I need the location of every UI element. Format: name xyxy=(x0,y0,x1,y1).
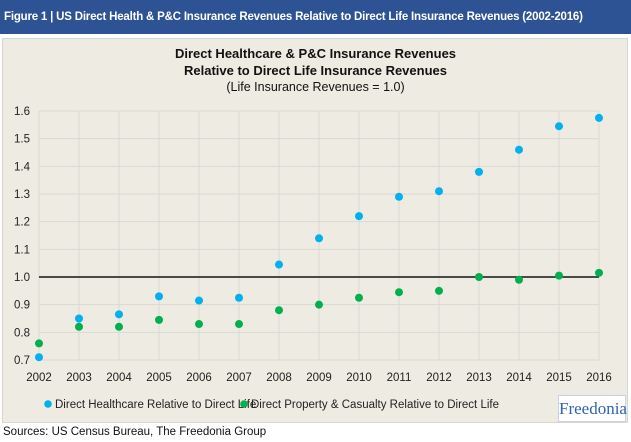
data-point-pc xyxy=(235,320,243,329)
legend-marker xyxy=(240,400,248,408)
data-point-pc xyxy=(115,322,123,331)
x-tick-label: 2016 xyxy=(586,372,612,384)
x-tick-label: 2007 xyxy=(226,372,252,384)
y-tick-label: 1.3 xyxy=(14,189,30,201)
data-point-healthcare xyxy=(115,310,123,319)
data-point-pc xyxy=(315,300,323,309)
data-point-healthcare xyxy=(35,353,43,362)
data-point-healthcare xyxy=(595,113,603,122)
data-point-pc xyxy=(75,322,83,331)
y-tick-label: 1.0 xyxy=(14,272,30,284)
legend-label: Direct Healthcare Relative to Direct Lif… xyxy=(55,399,256,411)
legend-label: Direct Property & Casualty Relative to D… xyxy=(251,399,499,411)
data-point-healthcare xyxy=(195,296,203,305)
data-point-pc xyxy=(275,306,283,315)
data-point-healthcare xyxy=(275,260,283,269)
data-point-pc xyxy=(35,339,43,348)
data-point-pc xyxy=(555,271,563,280)
x-tick-label: 2012 xyxy=(426,372,452,384)
y-tick-label: 0.8 xyxy=(14,327,30,339)
data-point-healthcare xyxy=(555,122,563,131)
y-tick-label: 1.5 xyxy=(14,134,30,146)
sources-note: Sources: US Census Bureau, The Freedonia… xyxy=(3,426,267,438)
data-point-pc xyxy=(515,275,523,284)
y-tick-label: 0.7 xyxy=(14,355,30,367)
data-point-pc xyxy=(595,268,603,277)
y-tick-label: 0.9 xyxy=(14,300,30,312)
data-point-healthcare xyxy=(355,212,363,221)
data-point-pc xyxy=(195,320,203,329)
data-point-healthcare xyxy=(155,292,163,301)
data-point-pc xyxy=(435,286,443,295)
y-tick-label: 1.1 xyxy=(14,244,30,256)
x-tick-label: 2014 xyxy=(506,372,532,384)
freedonia-logo: Freedonia xyxy=(558,395,627,422)
data-point-healthcare xyxy=(395,192,403,201)
x-tick-label: 2009 xyxy=(306,372,332,384)
data-point-healthcare xyxy=(75,314,83,323)
x-tick-label: 2010 xyxy=(346,372,372,384)
x-tick-label: 2013 xyxy=(466,372,492,384)
y-tick-label: 1.4 xyxy=(14,161,31,173)
data-point-healthcare xyxy=(435,187,443,196)
chart-title: Direct Healthcare & P&C Insurance Revenu… xyxy=(174,46,457,61)
data-point-healthcare xyxy=(315,234,323,243)
x-tick-label: 2005 xyxy=(146,372,172,384)
x-tick-label: 2008 xyxy=(266,372,292,384)
data-point-healthcare xyxy=(235,293,243,302)
legend-marker xyxy=(44,400,52,408)
figure-header: Figure 1 | US Direct Health & P&C Insura… xyxy=(0,0,631,34)
x-tick-label: 2011 xyxy=(387,372,412,384)
x-tick-label: 2002 xyxy=(26,372,52,384)
x-tick-label: 2006 xyxy=(186,372,212,384)
chart-title-line2: Relative to Direct Life Insurance Revenu… xyxy=(184,63,447,78)
data-point-healthcare xyxy=(475,167,483,176)
data-point-healthcare xyxy=(515,145,523,154)
x-tick-label: 2004 xyxy=(106,372,132,384)
data-point-pc xyxy=(395,288,403,297)
data-point-pc xyxy=(475,273,483,281)
y-tick-label: 1.2 xyxy=(14,217,30,229)
y-tick-label: 1.6 xyxy=(14,106,30,118)
data-point-pc xyxy=(155,315,163,324)
data-point-pc xyxy=(355,293,363,302)
chart-subtitle: (Life Insurance Revenues = 1.0) xyxy=(226,80,405,94)
x-tick-label: 2015 xyxy=(546,372,572,384)
x-tick-label: 2003 xyxy=(66,372,92,384)
chart-panel xyxy=(2,38,628,423)
